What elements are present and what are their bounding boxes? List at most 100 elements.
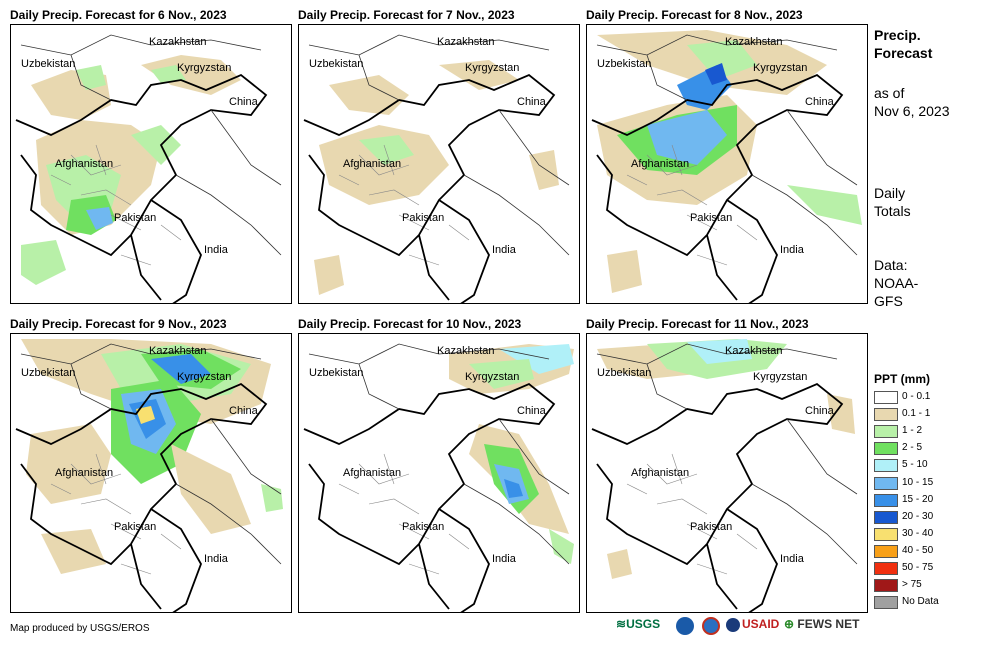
label-kyrgyzstan: Kyrgyzstan [753,62,807,74]
label-kazakhstan: Kazakhstan [437,36,494,48]
label-kyrgyzstan: Kyrgyzstan [465,371,519,383]
label-uzbekistan: Uzbekistan [597,58,651,70]
legend-swatch [874,527,898,541]
region-borders [308,34,570,256]
forecast-map: Kazakhstan Uzbekistan Kyrgyzstan China A… [10,333,292,613]
panel-title: Daily Precip. Forecast for 10 Nov., 2023 [298,317,522,331]
forecast-map: Kazakhstan Uzbekistan Kyrgyzstan China A… [586,333,868,613]
label-pakistan: Pakistan [402,212,444,224]
region-borders [308,343,570,565]
label-kazakhstan: Kazakhstan [725,345,782,357]
label-india: India [204,244,229,256]
region-borders [596,34,858,256]
label-india: India [492,553,517,565]
legend-swatch [874,596,898,610]
label-afghanistan: Afghanistan [631,158,689,170]
legend-label: 0.1 - 1 [902,408,931,420]
label-china: China [229,405,259,417]
label-india: India [204,553,229,565]
label-pakistan: Pakistan [114,521,156,533]
province-lines [50,144,182,266]
label-afghanistan: Afghanistan [55,158,113,170]
map-svg: Kazakhstan Uzbekistan Kyrgyzstan China A… [591,30,862,303]
legend-swatch [874,391,898,404]
label-uzbekistan: Uzbekistan [309,58,363,70]
legend-label: 15 - 20 [902,493,934,505]
region-borders [20,34,282,256]
region-borders [20,343,282,565]
legend-label: 20 - 30 [902,510,934,522]
sidebar-title: Precip. Forecast [874,27,933,61]
legend-label: 1 - 2 [902,425,923,437]
label-china: China [229,96,259,108]
nws-logo-icon [702,617,720,635]
label-kyrgyzstan: Kyrgyzstan [177,62,231,74]
label-uzbekistan: Uzbekistan [21,58,75,70]
legend-label: 5 - 10 [902,459,928,471]
precip-layer [314,60,559,295]
region-borders [596,343,858,565]
legend-label: No Data [902,596,939,608]
map-svg: Kazakhstan Uzbekistan Kyrgyzstan China A… [303,343,574,612]
panel-title: Daily Precip. Forecast for 6 Nov., 2023 [10,8,227,22]
country-borders [591,382,844,612]
label-china: China [805,96,835,108]
sidebar-as-of: as of Nov 6, 2023 [874,85,950,119]
label-afghanistan: Afghanistan [55,467,113,479]
usgs-logo: ≋USGS [616,617,661,631]
legend-swatch [874,459,898,473]
label-china: China [805,405,835,417]
legend-swatch [874,544,898,558]
label-afghanistan: Afghanistan [631,467,689,479]
label-pakistan: Pakistan [690,212,732,224]
panel-title: Daily Precip. Forecast for 7 Nov., 2023 [298,8,515,22]
forecast-map: Kazakhstan Uzbekistan Kyrgyzstan China A… [298,24,580,304]
footer-credit: Map produced by USGS/EROS [10,623,150,634]
sidebar-data-source: Data: NOAA- GFS [874,257,919,309]
label-afghanistan: Afghanistan [343,158,401,170]
label-kazakhstan: Kazakhstan [149,36,206,48]
legend-label: 0 - 0.1 [902,391,931,402]
legend-label: 30 - 40 [902,527,934,539]
legend-swatch [874,562,898,575]
label-uzbekistan: Uzbekistan [597,367,651,379]
map-svg: Kazakhstan Uzbekistan Kyrgyzstan China A… [15,339,283,612]
map-svg: Kazakhstan Uzbekistan Kyrgyzstan China A… [303,34,570,303]
legend-title: PPT (mm) [874,372,931,386]
usgs-wave-icon: ≋ [616,617,627,631]
precip-layer [597,339,855,579]
precip-layer [597,30,862,293]
label-afghanistan: Afghanistan [343,467,401,479]
forecast-map: Kazakhstan Uzbekistan Kyrgyzstan China A… [586,24,868,304]
label-pakistan: Pakistan [402,521,444,533]
legend-swatch [874,510,898,524]
legend-swatch [874,442,898,456]
precip-layer [21,55,241,285]
map-svg: Kazakhstan Uzbekistan Kyrgyzstan China A… [15,34,282,303]
label-china: China [517,96,547,108]
sidebar-daily-totals: Daily Totals [874,185,911,219]
legend-swatch [874,476,898,490]
legend-label: 10 - 15 [902,476,934,488]
legend-swatch [874,425,898,439]
logo-bar: ≋USGS USAID ⊕ FEWS NET [616,617,866,641]
legend-swatch [874,408,898,422]
panel-title: Daily Precip. Forecast for 11 Nov., 2023 [586,317,809,331]
usaid-logo: USAID [726,617,779,632]
globe-icon: ⊕ [784,617,795,631]
label-china: China [517,405,547,417]
label-kyrgyzstan: Kyrgyzstan [177,371,231,383]
legend-label: 50 - 75 [902,562,934,573]
noaa-logo-icon [676,617,694,635]
legend-label: > 75 [902,579,922,591]
panel-title: Daily Precip. Forecast for 9 Nov., 2023 [10,317,227,331]
map-svg: Kazakhstan Uzbekistan Kyrgyzstan China A… [591,339,858,612]
label-uzbekistan: Uzbekistan [309,367,363,379]
forecast-map: Kazakhstan Uzbekistan Kyrgyzstan China A… [298,333,580,613]
precip-layer [449,344,574,564]
label-india: India [492,244,517,256]
panel-title: Daily Precip. Forecast for 8 Nov., 2023 [586,8,803,22]
label-kazakhstan: Kazakhstan [149,345,206,357]
label-india: India [780,244,805,256]
legend-swatch [874,493,898,507]
